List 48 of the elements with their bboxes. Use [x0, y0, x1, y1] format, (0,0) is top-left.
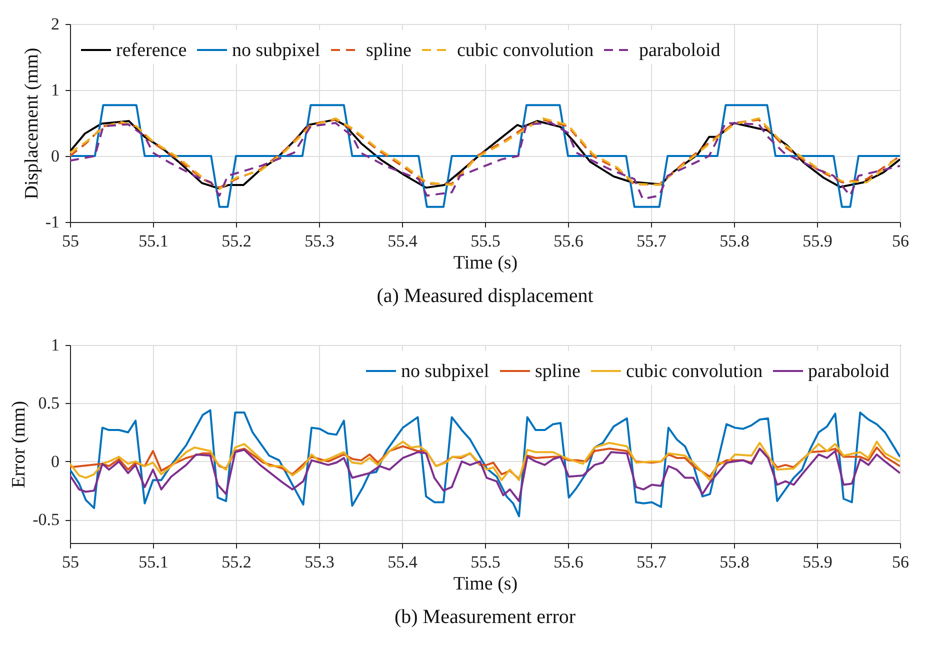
x-tick-label: 55.9: [802, 232, 832, 250]
y-tick-label: 0: [51, 452, 60, 471]
y-tick-label: 1: [51, 80, 60, 100]
x-tick-label: 55.3: [304, 552, 334, 572]
x-tick-label: 55.5: [470, 232, 500, 250]
y-tick-label: 2: [51, 14, 60, 34]
x-tick-label: 56: [892, 552, 909, 572]
line-series: [70, 122, 900, 200]
legend-label: paraboloid: [808, 361, 890, 382]
legend-label: spline: [366, 40, 412, 61]
legend-label: cubic convolution: [626, 361, 764, 382]
legend-label: spline: [535, 361, 580, 382]
y-tick-label: 0: [51, 146, 60, 166]
legend-label: no subpixel: [401, 361, 490, 382]
x-tick-label: 55: [62, 232, 79, 250]
x-tick-label: 55.8: [720, 552, 750, 572]
y-tick-label: -1: [45, 212, 60, 232]
legend-label: paraboloid: [639, 40, 721, 61]
x-tick-label: 55.3: [304, 232, 334, 250]
y-axis-title: Error (mm): [8, 400, 30, 488]
x-tick-label: 55.6: [554, 232, 584, 250]
x-axis-title: Time (s): [453, 252, 518, 274]
text: (a) Measured displacement: [376, 285, 594, 307]
x-tick-label: 55.1: [138, 552, 168, 572]
legend-label: cubic convolution: [457, 40, 594, 61]
x-tick-label: 55.4: [388, 232, 418, 250]
x-tick-label: 55.4: [388, 552, 418, 572]
x-tick-label: 56: [892, 232, 909, 250]
x-tick-label: 55.2: [222, 552, 252, 572]
x-axis-title: Time (s): [453, 574, 518, 594]
text: (b) Measurement error: [394, 606, 576, 628]
y-tick-label: 0.5: [38, 394, 60, 413]
x-tick-label: 55.7: [636, 552, 667, 572]
x-tick-label: 55: [62, 552, 79, 572]
y-tick-label: 1: [51, 336, 60, 354]
x-tick-label: 55.6: [554, 552, 584, 572]
x-tick-label: 55.8: [720, 232, 750, 250]
line-series: [70, 448, 900, 502]
x-tick-label: 55.1: [138, 232, 168, 250]
x-tick-label: 55.7: [636, 232, 667, 250]
x-tick-label: 55.2: [222, 232, 252, 250]
y-axis-title: Displacement (mm): [21, 48, 42, 200]
y-tick-label: -0.5: [32, 510, 60, 530]
x-tick-label: 55.9: [802, 552, 832, 572]
legend-label: reference: [116, 40, 187, 61]
x-tick-label: 55.5: [470, 552, 500, 572]
line-series: [70, 409, 900, 518]
legend-label: no subpixel: [232, 40, 320, 61]
